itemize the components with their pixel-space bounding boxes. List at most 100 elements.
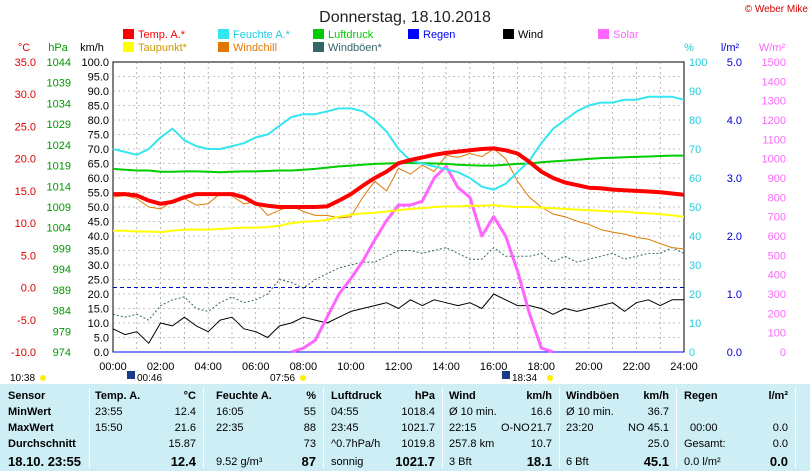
row-label-max: MaxWert — [8, 422, 54, 434]
time-tick: 12:00 — [385, 361, 413, 373]
row-label-current: 18.10. 23:55 — [8, 454, 82, 469]
gust-column: Windböen km/h Ø 10 min. 36.7 23:20 NO 45… — [566, 384, 675, 471]
pressure-unit: hPa — [414, 390, 435, 402]
pressure-tick: 994 — [53, 264, 71, 276]
wind-max-dir: O-NO — [501, 422, 530, 434]
legend-label: Windchill — [233, 42, 277, 54]
gust-current: 45.1 — [643, 454, 669, 469]
humidity-column: Feuchte A. % 16:05 55 22:35 88 73 9.52 g… — [216, 384, 322, 471]
temp-min-time: 23:55 — [95, 406, 123, 418]
time-tick: 20:00 — [575, 361, 603, 373]
pressure-tick: 1024 — [47, 140, 71, 152]
solar-tick: 1500 — [762, 57, 786, 69]
wind-tick: 100.0 — [81, 57, 109, 69]
time-tick: 10:00 — [337, 361, 365, 373]
legend-swatch — [313, 29, 324, 39]
gust-header: Windböen — [566, 390, 620, 402]
chart-legend: Temp. A.* Feuchte A.* Luftdruck Regen Wind So… — [123, 29, 639, 54]
humidity-tick: 40 — [689, 231, 701, 243]
humidity-max-time: 22:35 — [216, 422, 244, 434]
legend-label: Taupunkt* — [138, 42, 188, 54]
humidity-absolute: 9.52 g/m³ — [216, 456, 263, 468]
rain-tick: 2.0 — [727, 231, 742, 243]
temp-tick: -5.0 — [17, 315, 36, 327]
rain-total: 0.0 — [772, 438, 788, 450]
pressure-tick: 1034 — [47, 98, 71, 110]
axis-unit: % — [684, 42, 694, 54]
legend-swatch — [123, 29, 134, 39]
temp-unit: °C — [183, 390, 196, 402]
time-tick: 06:00 — [242, 361, 270, 373]
solar-tick: 500 — [768, 250, 786, 262]
temp-min: 12.4 — [174, 406, 196, 418]
pressure-trend: ^0.7hPa/h — [331, 438, 381, 450]
wind-tick: 5.0 — [94, 333, 109, 345]
wind-tick: 65.0 — [88, 159, 109, 171]
pressure-max-time: 23:45 — [331, 422, 359, 434]
solar-tick: 400 — [768, 270, 786, 282]
solar-tick: 1300 — [762, 96, 786, 108]
pressure-max: 1021.7 — [401, 422, 435, 434]
solar-tick: 800 — [768, 192, 786, 204]
row-label-sensor: Sensor — [8, 390, 46, 402]
sunset-time: 18:34 — [512, 373, 537, 384]
wind-tick: 45.0 — [88, 217, 109, 229]
wind-current: 18.1 — [526, 454, 552, 469]
series-line-wind — [112, 293, 684, 344]
chart-title: Donnerstag, 18.10.2018 — [319, 9, 491, 26]
wind-tick: 50.0 — [88, 202, 109, 214]
temp-tick: 15.0 — [15, 186, 36, 198]
humidity-min: 55 — [303, 406, 316, 418]
gust-bft: 6 Bft — [566, 456, 589, 468]
pressure-tick: 1009 — [47, 202, 71, 214]
rain-max-time: 00:00 — [690, 422, 718, 434]
pressure-min-time: 04:55 — [331, 406, 359, 418]
pressure-column: Luftdruck hPa 04:55 1018.4 23:45 1021.7 … — [331, 384, 441, 471]
legend-swatch — [123, 42, 134, 52]
chart-series — [112, 95, 685, 354]
wind-header: Wind — [449, 390, 476, 402]
humidity-tick: 70 — [689, 144, 701, 156]
humidity-avg: 73 — [303, 438, 316, 450]
wind-tick: 30.0 — [88, 260, 109, 272]
wind-tick: 60.0 — [88, 173, 109, 185]
rain-tick: 4.0 — [727, 115, 742, 127]
humidity-tick: 20 — [689, 289, 701, 301]
legend-swatch — [598, 29, 609, 39]
solar-tick: 200 — [768, 308, 786, 320]
pressure-tick: 989 — [53, 285, 71, 297]
rain-max: 0.0 — [772, 422, 788, 434]
legend-label: Solar — [613, 29, 639, 41]
solar-tick: 1400 — [762, 76, 786, 88]
solar-tick: 1200 — [762, 115, 786, 127]
stats-table: Sensor MinWert MaxWert Durchschnitt 18.1… — [0, 384, 810, 471]
legend-label: Feuchte A.* — [233, 29, 291, 41]
gust-avg: 25.0 — [647, 438, 669, 450]
time-tick: 04:00 — [194, 361, 222, 373]
temp-header: Temp. A. — [95, 390, 141, 402]
pressure-tick: 1029 — [47, 119, 71, 131]
pressure-tick: 999 — [53, 243, 71, 255]
moon-icon — [40, 375, 46, 381]
wind-run: 257.8 km — [449, 438, 495, 450]
series-line-feuchtea — [112, 95, 685, 191]
wind-tick: 0.0 — [94, 347, 109, 359]
copyright-text[interactable]: © Weber Mike — [745, 4, 809, 15]
pressure-min: 1018.4 — [401, 406, 435, 418]
gust-unit: km/h — [643, 390, 669, 402]
rain-column: Regen l/m² 00:00 0.0 Gesamt: 0.0 0.0 l/m… — [684, 384, 794, 471]
rain-header: Regen — [684, 390, 718, 402]
humidity-tick: 80 — [689, 115, 701, 127]
temp-column: Temp. A. °C 23:55 12.4 15:50 21.6 15.87 … — [95, 384, 202, 471]
axis-units: °C hPa km/h% l/m² W/m² — [18, 42, 786, 54]
rain-current: 0.0 — [769, 454, 788, 469]
temp-tick: 5.0 — [21, 250, 36, 262]
pressure-tick: 1039 — [47, 78, 71, 90]
weather-chart: 35.0 30.0 25.0 20.0 15.0 10.0 5.0 0.0 -5.0 -10.0 1… — [10, 4, 809, 384]
temp-tick: 20.0 — [15, 154, 36, 166]
pressure-tick: 979 — [53, 326, 71, 338]
temp-tick: 35.0 — [15, 57, 36, 69]
chart-axes: 35.0 30.0 25.0 20.0 15.0 10.0 5.0 0.0 -5.0 -10.0 1… — [11, 57, 786, 373]
axis-unit: km/h — [80, 42, 104, 54]
solar-tick: 600 — [768, 231, 786, 243]
